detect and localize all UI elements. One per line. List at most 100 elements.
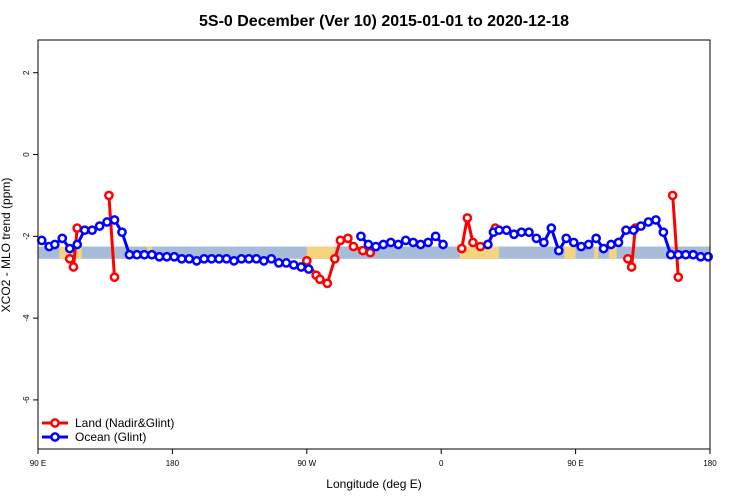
plot-frame (37, 39, 711, 450)
data-point (184, 253, 195, 264)
data-point (546, 223, 557, 233)
data-point (244, 253, 254, 264)
plot-area (36, 190, 713, 289)
data-point (147, 249, 157, 260)
data-point (626, 262, 637, 272)
data-point (117, 227, 127, 238)
data-point (176, 253, 187, 264)
data-point (665, 249, 676, 260)
data-point (132, 249, 142, 260)
data-point (703, 251, 713, 262)
data-point (378, 239, 389, 250)
data-point (423, 237, 433, 248)
data-point (623, 253, 633, 264)
data-point (154, 251, 165, 262)
series-0 (64, 190, 684, 289)
data-point (87, 225, 97, 236)
land-strip (461, 246, 500, 259)
data-point (628, 225, 639, 236)
data-point (335, 235, 346, 246)
data-point (288, 260, 299, 270)
data-point (64, 253, 75, 264)
y-tick-label: -6 (22, 396, 31, 404)
x-tick-label: 90 E (567, 459, 583, 468)
data-point (561, 233, 572, 244)
land-strip (594, 246, 598, 259)
data-point (583, 239, 594, 250)
data-point (363, 239, 374, 250)
data-point (301, 256, 312, 266)
land-strip (609, 246, 617, 259)
data-point (64, 243, 75, 254)
data-point (214, 253, 224, 264)
series-line (107, 195, 116, 278)
x-tick-label: 90 E (30, 459, 46, 468)
data-point (509, 229, 519, 240)
data-point (199, 253, 209, 264)
data-point (139, 249, 150, 260)
chart-title: 5S-0 December (Ver 10) 2015-01-01 to 202… (199, 13, 569, 30)
data-point (667, 190, 678, 201)
x-tick-label: 90 W (297, 459, 316, 468)
data-point (438, 239, 448, 250)
y-tick-label: -4 (22, 314, 31, 322)
data-point (72, 239, 83, 250)
data-point (322, 278, 333, 289)
data-point (109, 272, 120, 283)
data-point (348, 241, 359, 252)
y-tick-label: 0 (22, 152, 31, 157)
data-point (415, 239, 426, 250)
data-point (606, 239, 616, 250)
data-point (483, 239, 493, 250)
data-point (636, 221, 646, 231)
data-point (643, 217, 654, 227)
data-point (169, 251, 180, 262)
data-point (161, 251, 172, 262)
data-point (259, 256, 269, 266)
data-point (462, 213, 473, 223)
y-tick-label: -2 (22, 232, 31, 240)
data-point (371, 241, 381, 252)
data-point (79, 225, 90, 236)
data-point (456, 243, 467, 254)
data-point (568, 237, 579, 248)
series-1 (36, 215, 713, 274)
data-point (236, 253, 247, 264)
data-point (102, 217, 112, 227)
data-point (365, 247, 376, 258)
data-point (468, 237, 478, 248)
legend-marker (50, 418, 60, 428)
y-axis: -6 -4 -2 0 2 (22, 70, 38, 404)
y-axis-label: XCO2 - MLO trend (ppm) (0, 178, 13, 313)
data-point (591, 233, 601, 244)
data-point (598, 243, 609, 254)
data-point (229, 256, 239, 266)
data-point (531, 233, 542, 244)
data-point (94, 221, 105, 231)
data-point (651, 215, 661, 225)
data-point (400, 235, 411, 246)
data-point (553, 245, 564, 256)
legend-marker (50, 432, 60, 442)
data-point (72, 223, 83, 233)
series-line (671, 195, 680, 278)
data-point (658, 227, 669, 238)
data-point (539, 237, 549, 248)
data-point (343, 233, 353, 244)
data-point (296, 262, 307, 272)
land-strip (306, 246, 335, 259)
data-point (49, 239, 60, 250)
data-point (393, 239, 404, 250)
data-point (109, 215, 120, 225)
data-point (613, 237, 624, 248)
data-point (576, 241, 587, 252)
data-point (680, 249, 691, 260)
data-point (266, 253, 277, 264)
data-point (329, 253, 340, 264)
data-point (356, 231, 366, 242)
data-point (408, 237, 419, 248)
x-tick-label: 0 (439, 459, 444, 468)
data-point (695, 251, 706, 262)
y-tick-label: 2 (22, 70, 31, 75)
